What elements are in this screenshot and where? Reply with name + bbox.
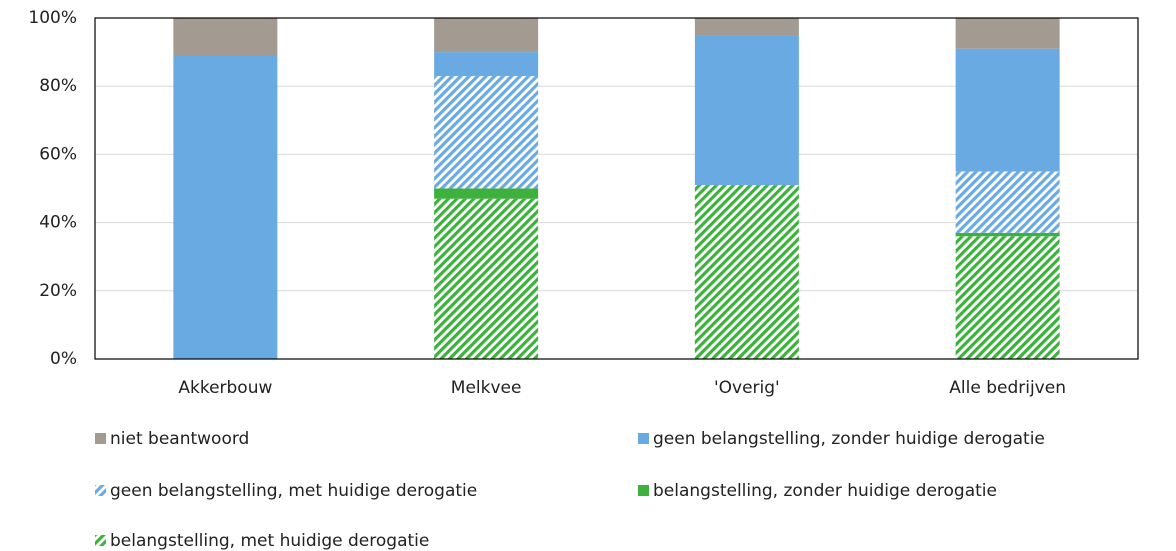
- legend-label: belangstelling, met huidige derogatie: [110, 531, 429, 551]
- bar-segment: [955, 18, 1060, 49]
- y-tick-label: 20%: [39, 281, 77, 301]
- bar-segment: [955, 171, 1060, 233]
- legend-swatch: [638, 485, 649, 496]
- bar-segment: [955, 48, 1060, 172]
- bar-segment: [955, 232, 1060, 237]
- legend-swatch: [638, 433, 649, 444]
- legend-label: belangstelling, zonder huidige derogatie: [653, 481, 997, 501]
- y-tick-label: 40%: [39, 213, 77, 233]
- legend-label: geen belangstelling, zonder huidige dero…: [653, 429, 1045, 449]
- bar-segment: [434, 198, 539, 359]
- plot-border: [94, 17, 1139, 360]
- x-tick-label: 'Overig': [714, 378, 780, 398]
- bar-segment: [434, 75, 539, 189]
- y-tick-label: 80%: [39, 76, 77, 96]
- bar-segment: [173, 18, 278, 56]
- bar-segment: [434, 18, 539, 53]
- legend-label: geen belangstelling, met huidige derogat…: [110, 481, 477, 501]
- x-tick-label: Alle bedrijven: [949, 378, 1066, 398]
- legend-swatch: [95, 433, 106, 444]
- y-tick-label: 100%: [28, 8, 77, 28]
- bar-segment: [694, 185, 799, 359]
- x-tick-label: Akkerbouw: [178, 378, 272, 398]
- bar-segment: [694, 35, 799, 186]
- y-tick-label: 0%: [50, 349, 77, 369]
- bar-segment: [173, 55, 278, 359]
- y-tick-label: 60%: [39, 144, 77, 164]
- bar-segment: [434, 52, 539, 76]
- bar-segment: [955, 236, 1060, 359]
- legend-swatch: [95, 535, 106, 546]
- bar-segment: [694, 18, 799, 36]
- bar-segment: [434, 188, 539, 199]
- x-tick-label: Melkvee: [451, 378, 522, 398]
- legend-label: niet beantwoord: [110, 429, 249, 449]
- legend-swatch: [95, 485, 106, 496]
